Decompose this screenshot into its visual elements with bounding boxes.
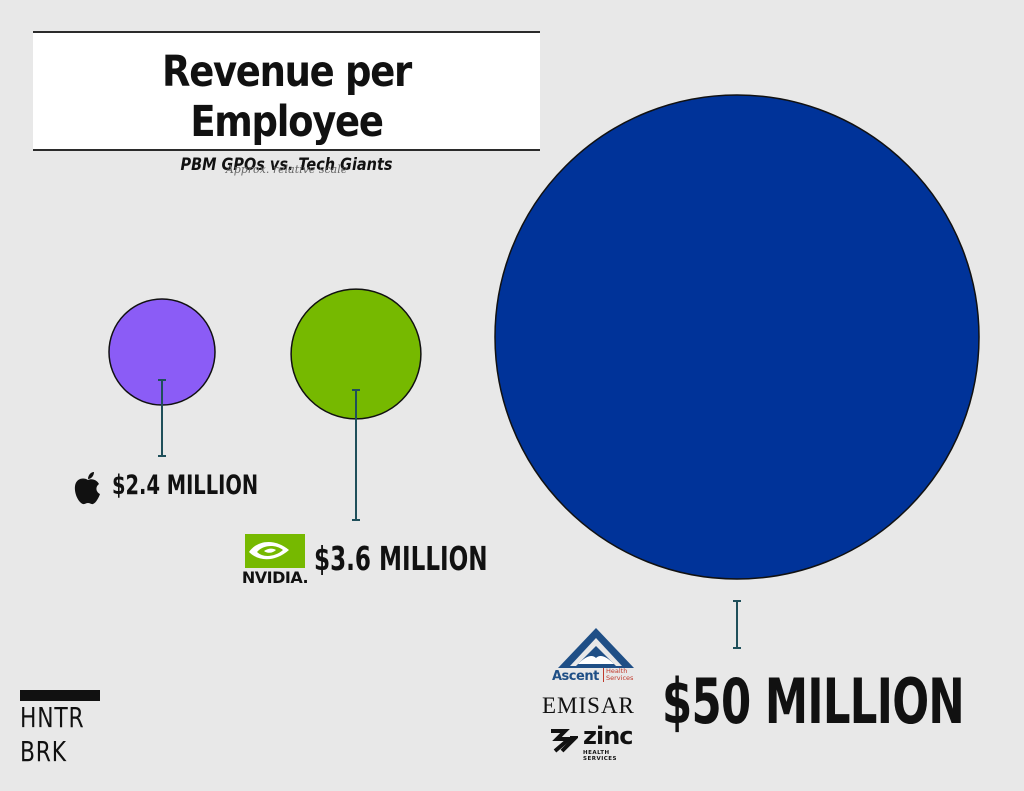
ascent-wordmark: Ascent	[552, 669, 599, 684]
nvidia-value-label: $3.6 MILLION	[314, 539, 488, 578]
zinc-subtitle: HEALTH SERVICES	[583, 750, 618, 762]
pbm-value-label: $50 MILLION	[662, 665, 965, 738]
pbm-connector	[733, 600, 741, 649]
ascent-icon: Ascent Health Services	[552, 626, 640, 688]
nvidia-eye-icon	[245, 534, 305, 568]
brand-line-1: HNTR	[20, 701, 85, 734]
nvidia-connector	[352, 389, 360, 521]
brand-bar	[20, 690, 100, 701]
brand-logo: HNTR BRK	[20, 690, 103, 769]
zinc-icon: zinc HEALTH SERVICES	[548, 722, 640, 762]
zinc-mark-icon	[551, 729, 578, 753]
apple-icon	[74, 472, 100, 505]
nvidia-wordmark: NVIDIA.	[241, 568, 309, 587]
page-title: Revenue per Employee	[162, 47, 412, 147]
nvidia-icon: NVIDIA.	[236, 534, 314, 592]
ascent-mountain-icon	[558, 628, 634, 668]
apple-connector	[158, 379, 166, 457]
emisar-wordmark: EMISAR	[542, 693, 635, 718]
apple-value-label: $2.4 MILLION	[112, 470, 259, 501]
ascent-subtitle: Health Services	[603, 668, 640, 682]
page-subtitle: PBM GPOs vs. Tech Giants	[180, 155, 393, 175]
zinc-wordmark: zinc	[583, 722, 634, 750]
title-box: Revenue per Employee PBM GPOs vs. Tech G…	[33, 31, 540, 175]
brand-line-2: BRK	[20, 735, 67, 768]
pbm-bubble	[494, 94, 980, 580]
scale-note: Approx. relative scale	[225, 163, 348, 176]
